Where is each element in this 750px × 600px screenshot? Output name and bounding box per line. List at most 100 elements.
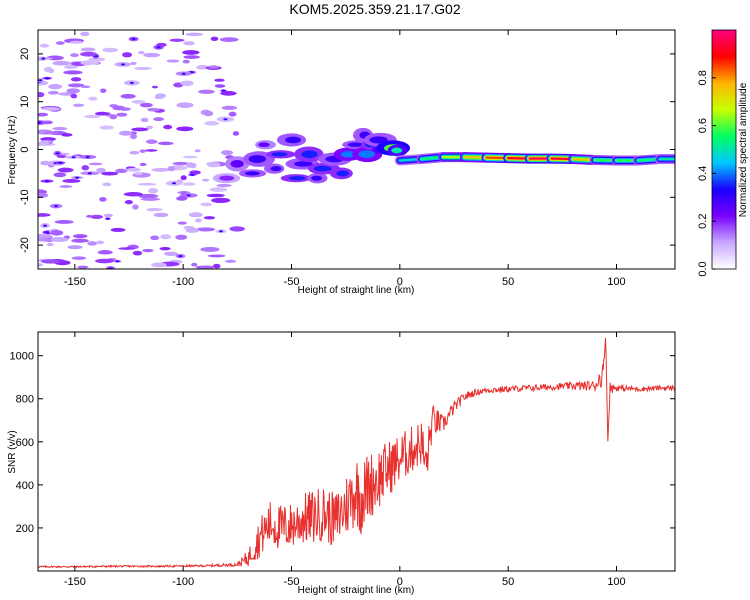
noise-speckle [166,59,180,63]
y-tick-label: 600 [16,437,34,449]
noise-speckle-core [186,194,191,197]
snr-x-label: Height of straight line (km) [298,585,415,596]
colorbar-ticks: 0.0 0.2 0.4 0.6 0.8 [697,70,716,277]
noise-speckle [156,42,167,47]
noise-speckle [196,64,209,70]
y-tick-label: 0 [19,146,31,152]
noise-speckle [38,192,49,198]
noise-speckle [183,41,195,46]
noise-speckle [204,121,220,126]
noise-speckle [94,111,110,116]
noise-speckle [181,191,188,196]
noise-speckle [80,47,96,52]
noise-speckle [38,112,49,117]
energy-blob-core [285,136,302,144]
noise-speckle [214,84,226,88]
noise-speckle [72,103,85,107]
x-tick-label: 100 [607,576,625,588]
energy-blob-core [294,160,313,167]
noise-speckle [126,167,142,172]
noise-speckle [71,238,89,243]
energy-blob-core [219,175,235,181]
noise-speckle [70,53,79,58]
noise-speckle [206,161,221,168]
y-tick-label: 200 [16,523,34,535]
noise-speckle [71,256,87,260]
noise-speckle [122,52,133,58]
snr-series-line [38,337,675,569]
noise-speckle [43,131,59,135]
noise-speckle [172,161,190,166]
noise-speckle [208,65,219,69]
noise-speckle-core [85,155,90,158]
noise-speckle [151,167,170,172]
noise-speckle-core [71,156,76,159]
noise-speckle [40,137,56,142]
noise-speckle [159,246,171,251]
noise-speckle [145,139,158,144]
noise-speckle-core [43,224,48,227]
energy-blob-core [336,170,349,177]
noise-speckle [103,213,113,218]
noise-speckle [140,197,160,201]
x-tick-label: 0 [397,276,403,288]
noise-speckle [139,102,153,108]
noise-speckle [182,155,198,159]
noise-speckle [175,234,188,240]
noise-speckle [176,102,194,108]
energy-blob-core [248,155,267,163]
noise-speckle [102,182,112,187]
noise-speckle [39,43,50,48]
noise-speckle [54,220,74,224]
noise-speckle [191,262,198,267]
noise-speckle [96,167,106,174]
energy-blob-core [340,150,357,158]
snr-y-ticks: 200 400 600 800 1000 [10,351,675,535]
noise-speckle [70,77,82,82]
noise-speckle [131,127,149,132]
noise-speckle [63,70,83,75]
energy-blob-core [244,171,260,176]
noise-speckle [59,185,73,188]
noise-speckle [185,32,203,37]
noise-speckle [195,265,216,269]
x-tick-label: 0 [397,576,403,588]
noise-speckle-core [221,89,226,92]
noise-speckle-core [105,217,110,220]
noise-speckle [200,246,220,252]
noise-speckle [118,247,135,250]
noise-speckle [221,105,238,110]
noise-speckle-core [131,38,136,41]
noise-speckle [123,191,143,197]
noise-speckle [124,199,133,205]
noise-speckle [142,248,154,253]
noise-speckle [210,36,219,41]
noise-speckle [38,263,44,267]
snr-plot-area [38,332,675,571]
noise-speckle [177,221,187,225]
noise-speckle [50,230,64,236]
y-tick-label: -20 [19,237,31,253]
noise-speckle [228,111,237,117]
x-tick-label: -50 [284,576,300,588]
energy-blob-core [271,152,288,157]
noise-speckle [183,55,200,59]
noise-speckle [53,172,67,178]
energy-blob-core [288,176,306,181]
noise-speckle-core [41,57,46,60]
noise-speckle [132,250,143,256]
noise-speckle [157,141,174,146]
energy-blob-core [311,175,323,181]
noise-speckle [130,61,137,66]
noise-speckle [203,110,214,117]
noise-speckle [150,235,160,241]
noise-speckle [185,227,200,233]
noise-speckle [137,182,157,186]
noise-speckle-core [44,180,49,183]
colorbar-label: Normalized spectral amplitude [738,82,749,217]
noise-speckle [38,234,53,239]
noise-speckle [118,130,133,136]
noise-speckle [100,88,107,93]
noise-speckle [216,183,232,188]
